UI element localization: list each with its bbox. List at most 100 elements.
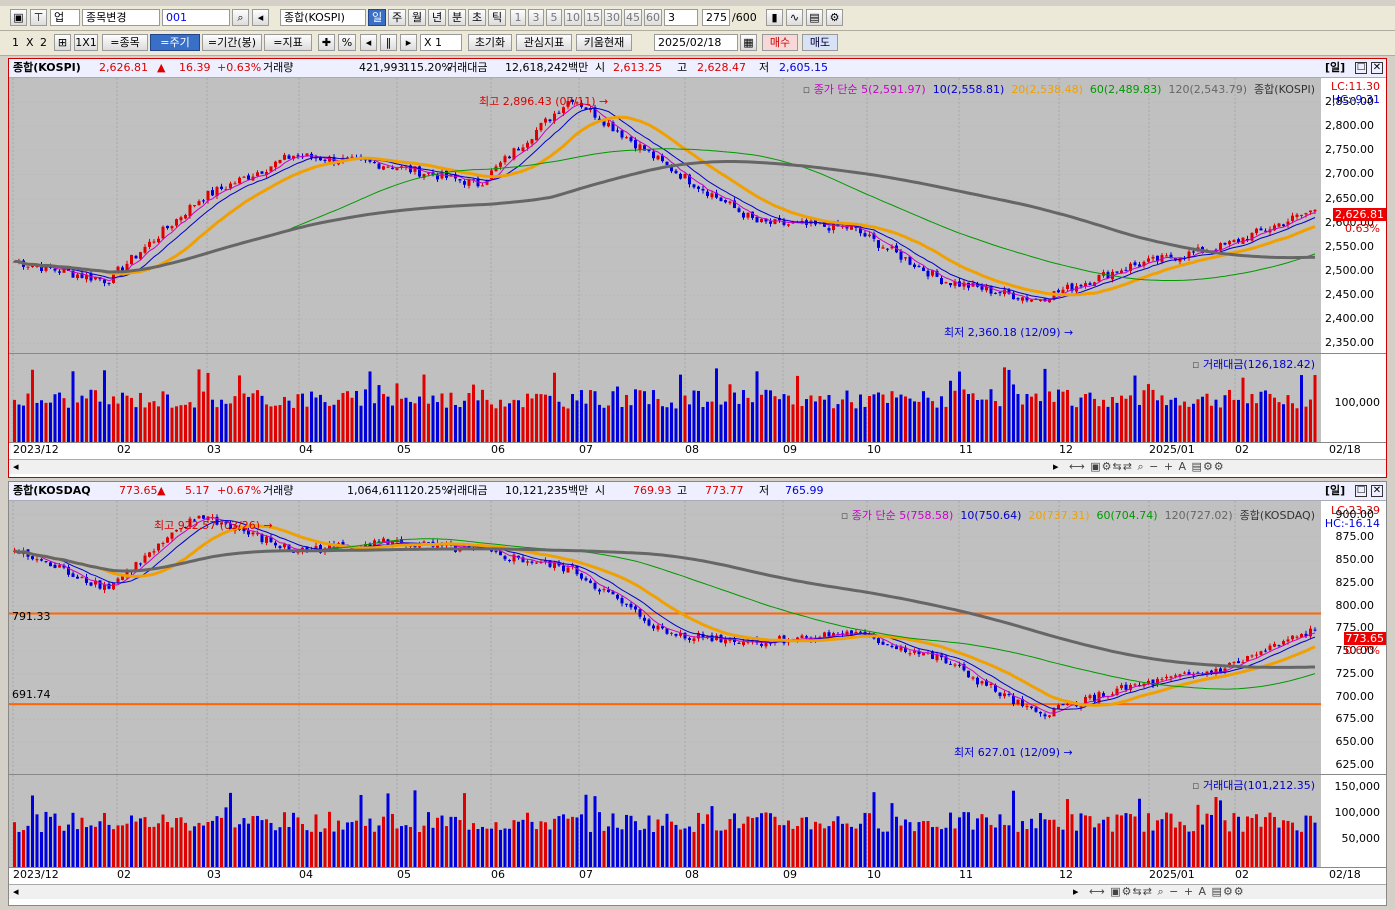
volume-bar [683,828,687,867]
maximize-icon[interactable]: □ [1355,485,1367,497]
candle-body [1097,274,1101,282]
close-icon[interactable]: ✕ [1371,62,1383,74]
layout-1-label[interactable]: 1 [12,36,19,49]
minute-10[interactable]: 10 [564,9,582,26]
speaker-icon[interactable]: ◂ [252,9,269,26]
date-input[interactable]: 2025/02/18 [654,34,738,51]
volume-bar [71,371,75,442]
multiplier-select[interactable]: X 1 [420,34,462,51]
volume-bar [904,396,907,442]
volume-bar [1030,396,1033,442]
reset-button[interactable]: 초기화 [468,34,512,51]
scroll-left-icon[interactable]: ◂ [13,460,19,473]
search-icon[interactable]: ⌕ [232,9,249,26]
candle-body [121,267,124,271]
next-icon[interactable]: ▸ [400,34,417,51]
maximize-icon[interactable]: □ [1355,62,1367,74]
gear-icon[interactable]: ⚙ [826,9,843,26]
chart-scrollbar[interactable]: ◂ ▸ ⟷ ▣⚙⇆⇄ ⌕ − + A ▤⚙⚙ [9,884,1386,899]
candle-body [868,234,871,237]
data-count-input[interactable]: 275 [702,9,730,26]
volume-bar [467,829,471,867]
candle-body [283,543,286,548]
eq-cycle-button[interactable]: =주기 [150,34,200,51]
scroll-right-icon[interactable]: ▸ [1053,460,1059,473]
zoom-tools-icon[interactable]: ⟷ ▣⚙⇆⇄ ⌕ − + A ▤⚙⚙ [1069,460,1225,473]
legend-ma60: 60(2,489.83) [1089,83,1162,96]
minute-1[interactable]: 1 [510,9,526,26]
candle-body [629,137,633,142]
minute-30[interactable]: 30 [604,9,622,26]
window-icon[interactable]: ▣ [10,9,27,26]
legend-series: 종합(KOSPI) [1254,83,1315,96]
count-select[interactable]: 3 [664,9,698,26]
candle-body [526,561,529,563]
save-icon[interactable]: ▤ [806,9,823,26]
minute-60[interactable]: 60 [644,9,662,26]
layout-1x1-button[interactable]: 1X1 [74,34,98,51]
volume-plot[interactable]: ▫ 거래대금(101,212.35) [9,774,1321,867]
market-select[interactable]: 업 [50,9,80,26]
kiwoom-current-button[interactable]: 키움현재 [576,34,632,51]
candle-body [980,285,984,290]
grid-icon[interactable]: ⊞ [54,34,71,51]
period-day[interactable]: 일 [368,9,386,26]
scroll-right-icon[interactable]: ▸ [1073,885,1079,898]
scroll-left-icon[interactable]: ◂ [13,885,19,898]
minute-45[interactable]: 45 [624,9,642,26]
candle-body [980,681,984,684]
candle-body [661,155,664,162]
pause-icon[interactable]: ‖ [380,34,397,51]
volume-bar [530,821,534,867]
period-tick[interactable]: 틱 [488,9,506,26]
pin-icon[interactable]: ⊤ [30,9,47,26]
candle-body [1007,694,1011,696]
candle-body [314,157,318,159]
trend-icon[interactable]: ∿ [786,9,803,26]
period-year[interactable]: 년 [428,9,446,26]
period-minute[interactable]: 분 [448,9,466,26]
high-label: 고 [677,61,688,74]
eq-indicator-button[interactable]: =지표 [264,34,312,51]
period-week[interactable]: 주 [388,9,406,26]
sell-button[interactable]: 매도 [802,34,838,51]
prev-icon[interactable]: ◂ [360,34,377,51]
candle-body [53,268,57,271]
volume-bar [638,390,642,442]
volume-bar [746,397,750,442]
crosshair-icon[interactable]: ✚ [318,34,335,51]
minute-15[interactable]: 15 [584,9,602,26]
candle-body [724,639,727,644]
zoom-tools-icon[interactable]: ⟷ ▣⚙⇆⇄ ⌕ − + A ▤⚙⚙ [1089,885,1245,898]
code-input[interactable]: 001 [162,9,230,26]
volume-bar [661,406,664,442]
eq-stock-button[interactable]: =종목 [102,34,148,51]
eq-period-button[interactable]: =기간(봉) [202,34,262,51]
percent-button[interactable]: % [338,34,356,51]
period-second[interactable]: 초 [468,9,486,26]
candle-body [503,556,507,560]
price-plot[interactable]: ▫ 종가 단순 5(758.58) 10(750.64) 20(737.31) … [9,501,1321,774]
layout-2-label[interactable]: 2 [40,36,47,49]
calendar-icon[interactable]: ▦ [740,34,757,51]
price-plot[interactable]: ▫ 종가 단순 5(2,591.97) 10(2,558.81) 20(2,53… [9,78,1321,353]
volume-bar [1039,813,1042,867]
volume-bar [323,828,327,867]
volume-bar [715,368,718,442]
stock-change-select[interactable]: 종목변경 [82,9,160,26]
x-axis: 2023/12 02 03 04 05 06 07 08 09 10 11 12 2025/01 02 0… [9,442,1386,457]
candle-body [481,185,484,187]
volume-bar [287,400,291,442]
candle-body [553,562,556,569]
minute-3[interactable]: 3 [528,9,544,26]
layout-x-label[interactable]: X [26,36,34,49]
candle-icon[interactable]: ▮ [766,9,783,26]
volume-bar [935,407,939,442]
buy-button[interactable]: 매수 [762,34,798,51]
interest-indicator-button[interactable]: 관심지표 [516,34,572,51]
close-icon[interactable]: ✕ [1371,485,1383,497]
chart-scrollbar[interactable]: ◂ ▸ ⟷ ▣⚙⇆⇄ ⌕ − + A ▤⚙⚙ [9,459,1386,474]
period-month[interactable]: 월 [408,9,426,26]
volume-plot[interactable]: ▫ 거래대금(126,182.42) [9,353,1321,442]
minute-5[interactable]: 5 [546,9,562,26]
